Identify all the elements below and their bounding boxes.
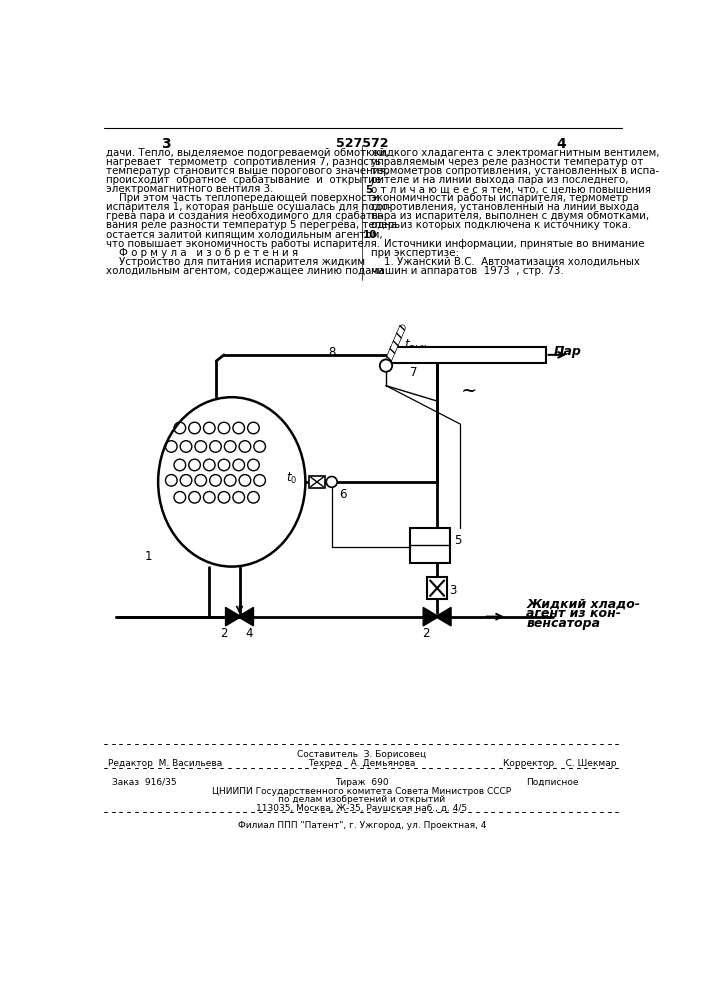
Text: Пз: Пз — [423, 548, 438, 558]
Text: Пар: Пар — [554, 345, 581, 358]
Text: 113035, Москва, Ж-35, Раушская наб., д. 4/5: 113035, Москва, Ж-35, Раушская наб., д. … — [257, 804, 467, 813]
Text: Техред   А. Демьянова: Техред А. Демьянова — [308, 759, 416, 768]
Text: Филиал ППП "Патент", г. Ужгород, ул. Проектная, 4: Филиал ППП "Патент", г. Ужгород, ул. Про… — [238, 821, 486, 830]
Text: $t_{вых}$: $t_{вых}$ — [404, 338, 428, 353]
Text: 5: 5 — [454, 534, 462, 547]
Text: ЦНИИПИ Государственного комитета Совета Министров СССР: ЦНИИПИ Государственного комитета Совета … — [212, 787, 511, 796]
Text: происходит  обратное  срабатывание  и  открытие: происходит обратное срабатывание и откры… — [106, 175, 382, 185]
Bar — [391, 347, 546, 363]
Text: Заказ  916/35: Заказ 916/35 — [112, 778, 176, 787]
Text: Устройство для питания испарителя жидким: Устройство для питания испарителя жидким — [106, 257, 366, 267]
Text: Подписное: Подписное — [526, 778, 579, 787]
Text: остается залитой кипящим холодильным агентом,: остается залитой кипящим холодильным аге… — [106, 229, 382, 239]
Text: 3: 3 — [449, 584, 456, 597]
Text: 527572: 527572 — [336, 137, 388, 150]
Text: при экспертизе:: при экспертизе: — [371, 248, 460, 258]
Text: При этом часть теплопередающей поверхности: При этом часть теплопередающей поверхнос… — [106, 193, 380, 203]
Text: экономичности работы испарителя, термометр: экономичности работы испарителя, термоме… — [371, 193, 629, 203]
Text: агент из кон-: агент из кон- — [526, 607, 621, 620]
Text: Корректор    С. Шекмар: Корректор С. Шекмар — [503, 759, 617, 768]
Text: 7: 7 — [410, 366, 418, 379]
Text: 8: 8 — [329, 346, 336, 359]
Text: Жидкий хладо-: Жидкий хладо- — [526, 597, 641, 610]
Text: 5: 5 — [365, 185, 373, 195]
Ellipse shape — [158, 397, 305, 567]
Text: 6: 6 — [339, 488, 346, 501]
Polygon shape — [423, 607, 438, 626]
Circle shape — [380, 359, 392, 372]
Text: испарителя 1, которая раньше осушалась для подо-: испарителя 1, которая раньше осушалась д… — [106, 202, 392, 212]
Text: 10: 10 — [363, 230, 378, 240]
Text: грева пара и создания необходимого для срабаты-: грева пара и создания необходимого для с… — [106, 211, 384, 221]
Text: вания реле разности температур 5 перегрева, теперь: вания реле разности температур 5 перегре… — [106, 220, 400, 230]
Bar — [309, 476, 325, 488]
Text: Ф о р м у л а   и з о б р е т е н и я: Ф о р м у л а и з о б р е т е н и я — [106, 248, 298, 258]
Text: электромагнитного вентиля 3.: электромагнитного вентиля 3. — [106, 184, 274, 194]
Text: по делам изобретений и открытий: по делам изобретений и открытий — [279, 795, 445, 804]
Text: венсатора: венсатора — [526, 617, 600, 630]
Text: 4: 4 — [246, 627, 253, 640]
Bar — [427, 577, 448, 599]
Text: рителе и на линии выхода пара из последнего,: рителе и на линии выхода пара из последн… — [371, 175, 629, 185]
Text: 3: 3 — [161, 137, 170, 151]
Polygon shape — [436, 607, 451, 626]
Text: жидкого хладагента с электромагнитным вентилем,: жидкого хладагента с электромагнитным ве… — [371, 148, 660, 158]
Text: одна из которых подключена к источнику тока.: одна из которых подключена к источнику т… — [371, 220, 631, 230]
Text: 1. Ужанский В.С.  Автоматизация холодильных: 1. Ужанский В.С. Автоматизация холодильн… — [371, 257, 641, 267]
Text: ~: ~ — [460, 382, 477, 400]
Text: Тираж  690: Тираж 690 — [335, 778, 389, 787]
Text: 4: 4 — [556, 137, 566, 151]
Text: Источники информации, принятые во внимание: Источники информации, принятые во вниман… — [371, 239, 645, 249]
Bar — [410, 528, 450, 563]
Text: 2: 2 — [421, 627, 429, 640]
Text: дачи. Тепло, выделяемое подогреваемой обмоткой,: дачи. Тепло, выделяемое подогреваемой об… — [106, 148, 389, 158]
Text: что повышает экономичность работы испарителя.: что повышает экономичность работы испари… — [106, 239, 380, 249]
Text: $t_0$: $t_0$ — [286, 471, 297, 486]
Polygon shape — [238, 607, 253, 626]
Text: пара из испарителя, выполнен с двумя обмотками,: пара из испарителя, выполнен с двумя обм… — [371, 211, 649, 221]
Text: о т л и ч а ю щ е е с я тем, что, с целью повышения: о т л и ч а ю щ е е с я тем, что, с цель… — [371, 184, 651, 194]
Text: Составитель  З. Борисовец: Составитель З. Борисовец — [298, 750, 426, 759]
Text: Редактор  М. Васильева: Редактор М. Васильева — [107, 759, 222, 768]
Text: управляемым через реле разности температур от: управляемым через реле разности температ… — [371, 157, 643, 167]
Text: машин и аппаратов  1973  , стр. 73.: машин и аппаратов 1973 , стр. 73. — [371, 266, 564, 276]
Polygon shape — [226, 607, 241, 626]
Text: термометров сопротивления, установленных в испа-: термометров сопротивления, установленных… — [371, 166, 660, 176]
Circle shape — [327, 477, 337, 487]
Text: 1: 1 — [145, 550, 153, 563]
Text: Δt: Δt — [424, 534, 436, 544]
Text: 2: 2 — [220, 627, 228, 640]
Text: температур становится выше порогового значения,: температур становится выше порогового зн… — [106, 166, 389, 176]
Text: сопротивления, установленный на линии выхода: сопротивления, установленный на линии вы… — [371, 202, 639, 212]
Text: холодильным агентом, содержащее линию подачи: холодильным агентом, содержащее линию по… — [106, 266, 384, 276]
Text: нагревает  термометр  сопротивления 7, разность: нагревает термометр сопротивления 7, раз… — [106, 157, 381, 167]
